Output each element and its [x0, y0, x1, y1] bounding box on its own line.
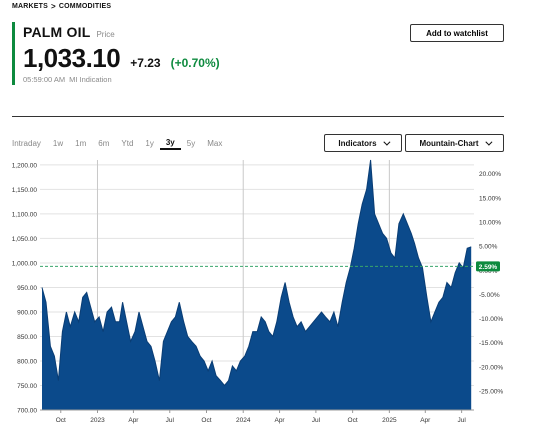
y2-tick-label: 20.00% — [479, 171, 501, 178]
breadcrumb: MARKETS > COMMODITIES — [12, 2, 111, 11]
x-tick-label: Jul — [457, 417, 466, 424]
tab-1y[interactable]: 1y — [145, 138, 154, 148]
indicators-label: Indicators — [338, 138, 377, 148]
tab-6m[interactable]: 6m — [98, 138, 110, 148]
chevron-down-icon — [382, 138, 391, 146]
y2-tick-label: 5.00% — [479, 244, 498, 251]
x-tick-label: 2024 — [236, 417, 251, 424]
y-tick-label: 1,100.00 — [12, 211, 38, 218]
price-line — [41, 159, 472, 387]
tab-5y[interactable]: 5y — [186, 138, 196, 148]
title-row: PALM OIL Price — [23, 24, 115, 40]
y-tick-label: 800.00 — [17, 358, 37, 365]
breadcrumb-separator: > — [51, 2, 56, 11]
chevron-down-icon — [484, 138, 492, 146]
x-tick-label: Oct — [348, 417, 358, 424]
tab-1m[interactable]: 1m — [75, 138, 87, 148]
x-tick-label: Oct — [56, 417, 66, 424]
indicators-dropdown[interactable]: Indicators — [324, 134, 402, 152]
x-tick-label: Jul — [312, 417, 321, 424]
x-tick-label: Apr — [274, 417, 285, 424]
y2-tick-label: -10.00% — [479, 316, 503, 323]
breadcrumb-markets[interactable]: MARKETS — [12, 3, 49, 10]
x-tick-label: Jul — [166, 417, 175, 424]
x-tick-label: Apr — [420, 417, 431, 424]
x-tick-label: 2025 — [382, 417, 397, 424]
y-tick-label: 750.00 — [17, 383, 37, 390]
y-tick-label: 1,000.00 — [12, 260, 38, 267]
y-tick-label: 700.00 — [17, 408, 37, 415]
accent-bar — [12, 22, 15, 85]
price-area — [42, 160, 472, 410]
chart-type-dropdown[interactable]: Mountain-Chart — [405, 134, 504, 152]
y2-tick-label: -5.00% — [479, 292, 500, 299]
x-tick-label: Apr — [128, 417, 139, 424]
price-change: +7.23 — [130, 56, 161, 70]
y-tick-label: 1,050.00 — [12, 236, 38, 243]
page-subtitle: Price — [96, 30, 115, 39]
x-tick-label: Oct — [201, 417, 211, 424]
price-change-percent: (+0.70%) — [170, 56, 220, 70]
tab-intraday[interactable]: Intraday — [12, 138, 41, 148]
add-to-watchlist-button[interactable]: Add to watchlist — [410, 24, 504, 42]
chart-type-label: Mountain-Chart — [419, 138, 479, 148]
reference-badge — [476, 261, 500, 272]
y-tick-label: 950.00 — [17, 285, 37, 292]
y-tick-label: 1,150.00 — [12, 187, 38, 194]
y-tick-label: 850.00 — [17, 334, 37, 341]
header-divider — [12, 116, 504, 117]
y-tick-label: 1,200.00 — [12, 162, 38, 169]
y2-tick-label: 15.00% — [479, 195, 501, 202]
y2-tick-label: -15.00% — [479, 340, 503, 347]
reference-badge-label: 2.59% — [479, 264, 498, 271]
tab-ytd[interactable]: Ytd — [121, 138, 134, 148]
x-tick-label: 2023 — [90, 417, 105, 424]
price-chart[interactable]: 1,200.00 1,150.00 1,100.00 1,050.00 1,000.00… — [0, 150, 540, 440]
y-tick-label: 900.00 — [17, 309, 37, 316]
price-row: 1,033.10 +7.23 (+0.70%) — [23, 43, 220, 74]
y2-tick-label: -25.00% — [479, 389, 503, 396]
tab-3y[interactable]: 3y — [159, 136, 181, 150]
breadcrumb-commodities[interactable]: COMMODITIES — [58, 3, 112, 10]
timestamp-source: MI Indication — [69, 75, 112, 84]
current-price: 1,033.10 — [23, 43, 121, 73]
page-title: PALM OIL — [23, 24, 91, 40]
tab-max[interactable]: Max — [207, 138, 223, 148]
y2-tick-label: -20.00% — [479, 364, 503, 371]
range-tabs: Intraday 1w 1m 6m Ytd 1y 3y 5y Max — [12, 136, 228, 150]
timestamp-time: 05:59:00 AM — [23, 75, 66, 84]
timestamp: 05:59:00 AM MI Indication — [23, 75, 112, 84]
tab-1w[interactable]: 1w — [52, 138, 64, 148]
y2-tick-label: 10.00% — [479, 220, 501, 227]
